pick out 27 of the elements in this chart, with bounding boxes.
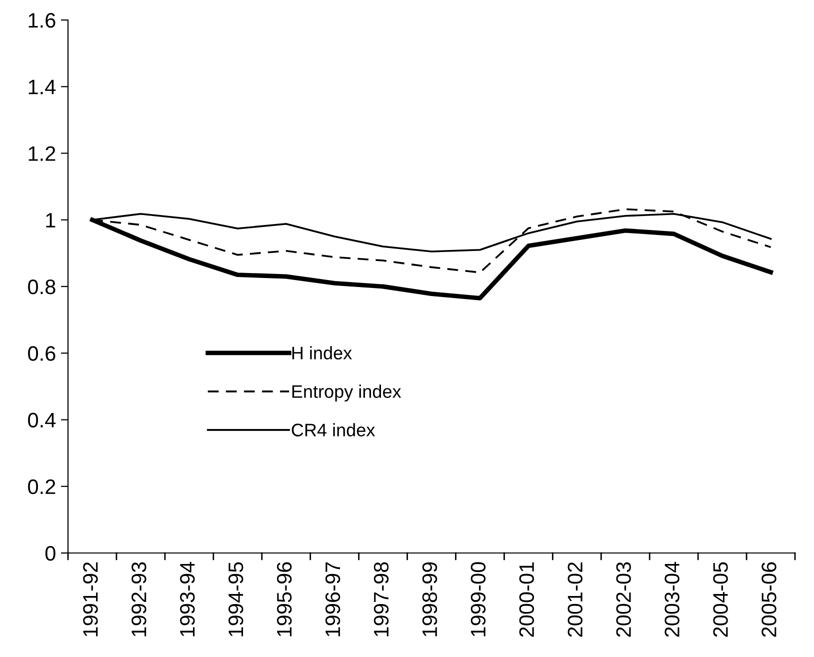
- x-tick-label: 2001-02: [568, 562, 582, 637]
- y-tick-label: 0: [45, 546, 56, 561]
- x-tick-label: 1995-96: [276, 562, 292, 636]
- x-tick-label: 2002-03: [616, 562, 631, 637]
- y-tick-label: 1: [46, 213, 56, 228]
- x-tick-label: 1992-93: [132, 562, 146, 636]
- x-tick-label: 1999-00: [470, 562, 486, 636]
- y-tick-label: 1.4: [28, 80, 56, 94]
- x-tick-label: 1998-99: [422, 562, 438, 636]
- x-tick-label: 2004-05: [713, 562, 728, 637]
- x-tick-label: 2000-01: [519, 562, 534, 637]
- x-tick-label: 2003-04: [664, 562, 680, 637]
- x-tick-label: 1997-98: [374, 562, 389, 636]
- x-tick-label: 1991-92: [83, 562, 98, 636]
- y-tick-label: 0.2: [28, 479, 56, 494]
- y-tick-label: 1.2: [28, 146, 56, 161]
- y-tick-label: 1.6: [28, 13, 56, 28]
- legend-label: CR4 index: [292, 423, 375, 436]
- y-tick-label: 0.4: [28, 412, 56, 428]
- x-tick-label: 1996-97: [325, 562, 340, 636]
- x-tick-label: 1994-95: [228, 562, 244, 636]
- y-tick-label: 0.6: [28, 346, 56, 361]
- legend-label: H index: [292, 346, 352, 360]
- x-tick-label: 2005-06: [762, 562, 776, 637]
- legend-label: Entropy index: [292, 384, 402, 402]
- y-tick-label: 0.8: [28, 280, 56, 294]
- x-tick-label: 1993-94: [180, 562, 195, 636]
